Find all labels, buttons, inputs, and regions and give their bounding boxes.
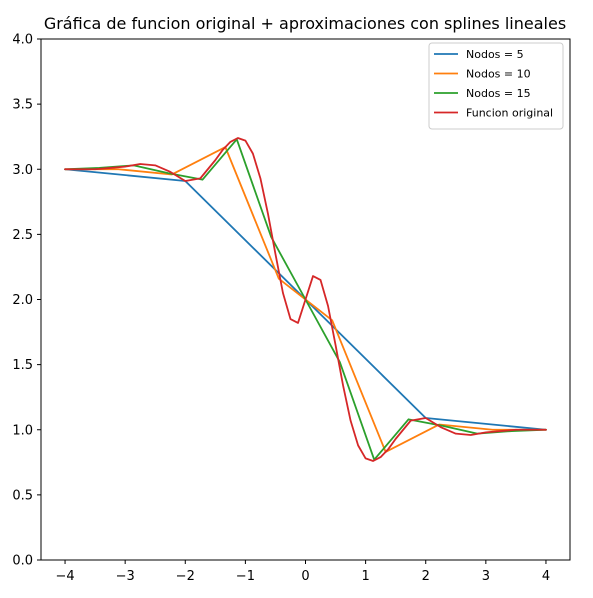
legend-label: Funcion original xyxy=(466,107,553,120)
y-tick-label: 0.0 xyxy=(12,554,33,569)
x-tick-label: 4 xyxy=(542,569,550,584)
x-tick-label: −3 xyxy=(116,569,135,584)
y-tick-label: 3.5 xyxy=(12,98,33,113)
legend-label: Nodos = 10 xyxy=(466,68,531,81)
y-tick-label: 0.5 xyxy=(12,488,33,503)
y-tick-label: 2.0 xyxy=(12,293,33,308)
legend-label: Nodos = 15 xyxy=(466,87,531,100)
series-line-3 xyxy=(64,137,547,462)
x-tick-label: −2 xyxy=(176,569,195,584)
x-tick-label: 3 xyxy=(482,569,490,584)
axes-group: −4 −3 −2 −1 0 1 2 3 4 0.0 0.5 1.0 1.5 2.0 2.5 3.0 3.5 4.0 xyxy=(12,33,571,584)
x-tick-label: 1 xyxy=(361,569,369,584)
x-tick-label: −1 xyxy=(236,569,255,584)
x-tick-label: 2 xyxy=(422,569,430,584)
series-group xyxy=(64,137,547,462)
y-tick-label: 4.0 xyxy=(12,33,33,48)
legend-box xyxy=(428,42,564,130)
y-tick-label: 3.0 xyxy=(12,163,33,178)
chart-title: Gráfica de funcion original + aproximaci… xyxy=(44,14,566,33)
x-tick-label: −4 xyxy=(55,569,74,584)
y-tick-label: 2.5 xyxy=(12,228,33,243)
y-tick-label: 1.0 xyxy=(12,423,33,438)
x-tick-label: 0 xyxy=(301,569,309,584)
y-tick-label: 1.5 xyxy=(12,358,33,373)
legend: Nodos = 5 Nodos = 10 Nodos = 15 Funcion ori… xyxy=(428,42,564,130)
legend-label: Nodos = 5 xyxy=(466,48,524,61)
